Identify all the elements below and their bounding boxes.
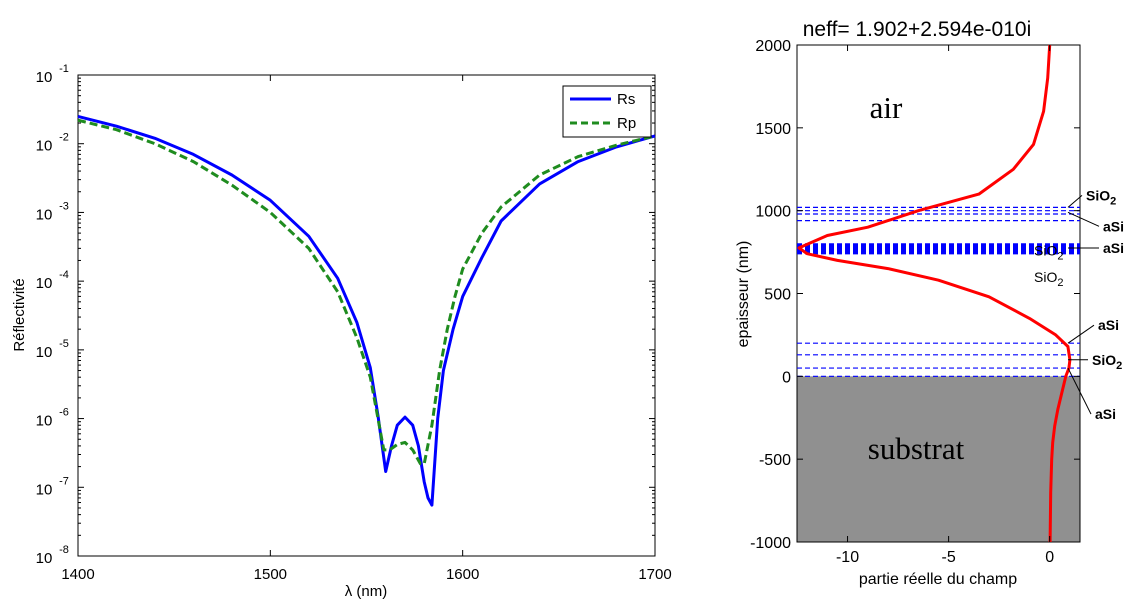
y-tick-label: 10 -3: [36, 200, 69, 223]
layer-annotation: aSi: [1067, 211, 1124, 234]
y-tick-label: 10 -2: [36, 132, 69, 155]
reflectivity-plot-area: [77, 74, 656, 557]
layer-annotation: SiO2: [1034, 269, 1063, 289]
field-series: [797, 44, 1072, 543]
annotation-arrow: [1067, 367, 1092, 415]
y-tick-base: 10: [36, 413, 53, 430]
x-tick-label: -5: [941, 549, 955, 566]
layer-annotation-text: SiO2: [1034, 243, 1063, 263]
layer-annotation-sub: 2: [1116, 360, 1122, 372]
layer-annotation: SiO2: [1068, 352, 1122, 372]
layer-annotation-sub: 2: [1057, 251, 1063, 263]
layer-annotation-text: aSi: [1103, 218, 1124, 234]
field-ticks: -1000 -500 0 500 1000 1500 2000 -10 -5 0: [750, 38, 1080, 566]
y-tick-exponent: -5: [59, 338, 69, 350]
y-tick-label: 1500: [755, 121, 791, 138]
layer-annotation-text: SiO2: [1092, 352, 1122, 372]
layer-annotation: aSi: [1067, 317, 1119, 344]
y-tick-exponent: -4: [59, 269, 69, 281]
y-tick-label: 2000: [755, 38, 791, 55]
layer-annotation-base: SiO: [1034, 269, 1057, 285]
y-tick-exponent: -3: [59, 200, 69, 212]
chart-title: neff= 1.902+2.594e-010i: [803, 18, 1032, 41]
layer-annotation-base: aSi: [1095, 406, 1116, 422]
y-tick-exponent: -2: [59, 132, 69, 144]
x-tick-label: 1400: [61, 566, 94, 583]
y-tick-base: 10: [36, 69, 53, 86]
x-tick-label: 0: [1045, 549, 1054, 566]
layer-annotation-base: aSi: [1103, 218, 1124, 234]
y-tick-base: 10: [36, 275, 53, 292]
y-axis-label: epaisseur (nm): [735, 241, 752, 348]
y-tick-label: 10 -4: [36, 269, 69, 292]
y-tick-label: 10 -1: [36, 63, 69, 86]
y-tick-label: 10 -6: [36, 407, 69, 430]
y-tick-base: 10: [36, 206, 53, 223]
region-label-substrat: substrat: [868, 431, 965, 466]
layer-annotation-base: aSi: [1098, 317, 1119, 333]
y-tick-label: -1000: [750, 535, 791, 552]
reflectivity-series: [77, 114, 656, 507]
layer-annotation-sub: 2: [1057, 277, 1063, 289]
y-tick-label: -500: [759, 452, 791, 469]
region-label-air: air: [870, 90, 903, 125]
y-tick-label: 0: [782, 369, 791, 386]
layer-lines: [797, 206, 1080, 377]
y-tick-exponent: -6: [59, 407, 69, 419]
reflectivity-chart: 1400 1500 1600 1700 10 -1 10 -2 10 -3 10 -4 10 -5 10 -6…: [11, 63, 672, 600]
y-tick-label: 10 -8: [36, 544, 69, 567]
layer-annotation-text: SiO2: [1086, 187, 1116, 207]
layer-annotation: aSi: [1068, 240, 1124, 256]
legend-label-rp: Rp: [617, 115, 636, 132]
y-tick-base: 10: [36, 481, 53, 498]
series-line-rs: [77, 114, 656, 507]
x-axis-label: partie réelle du champ: [859, 571, 1017, 588]
y-tick-base: 10: [36, 138, 53, 155]
layer-annotation-text: aSi: [1103, 240, 1124, 256]
layer-annotation-base: SiO: [1034, 243, 1057, 259]
x-tick-label: -10: [836, 549, 859, 566]
annotation-arrow: [1067, 324, 1095, 344]
legend: Rs Rp: [562, 85, 652, 138]
y-tick-exponent: -8: [59, 544, 69, 556]
reflectivity-ticks: 1400 1500 1600 1700 10 -1 10 -2 10 -3 10 -4 10 -5 10 -6…: [36, 63, 672, 583]
annotation-arrow: [1067, 211, 1100, 227]
legend-box: [562, 85, 652, 138]
field-profile-chart: neff= 1.902+2.594e-010i -1000 -500 0 500 100…: [735, 18, 1124, 588]
layer-annotation-base: aSi: [1103, 240, 1124, 256]
legend-label-rs: Rs: [617, 91, 635, 108]
layer-annotation-sub: 2: [1110, 195, 1116, 207]
substrate-region: [797, 376, 1080, 542]
series-line-rp: [77, 118, 656, 466]
layer-annotation: SiO2: [1034, 243, 1063, 263]
x-tick-label: 1700: [638, 566, 671, 583]
layer-annotation-base: SiO: [1086, 187, 1110, 203]
y-tick-label: 1000: [755, 204, 791, 221]
y-tick-label: 10 -5: [36, 338, 69, 361]
layer-annotation-text: aSi: [1095, 406, 1116, 422]
x-tick-label: 1500: [254, 566, 287, 583]
y-tick-exponent: -7: [59, 475, 69, 487]
x-axis-label: λ (nm): [345, 583, 388, 600]
y-tick-exponent: -1: [59, 63, 69, 75]
layer-annotation-base: SiO: [1092, 352, 1116, 368]
layer-annotation-text: aSi: [1098, 317, 1119, 333]
field-profile-line: [797, 44, 1072, 543]
layer-annotation: SiO2: [1067, 187, 1116, 208]
y-tick-label: 500: [764, 287, 791, 304]
y-tick-label: 10 -7: [36, 475, 69, 498]
annotation-arrow: [1067, 194, 1083, 208]
y-axis-label: Réflectivité: [11, 278, 28, 351]
x-tick-label: 1600: [446, 566, 479, 583]
layer-annotation: aSi: [1067, 367, 1116, 422]
y-tick-base: 10: [36, 550, 53, 567]
y-tick-base: 10: [36, 344, 53, 361]
layer-annotation-text: SiO2: [1034, 269, 1063, 289]
